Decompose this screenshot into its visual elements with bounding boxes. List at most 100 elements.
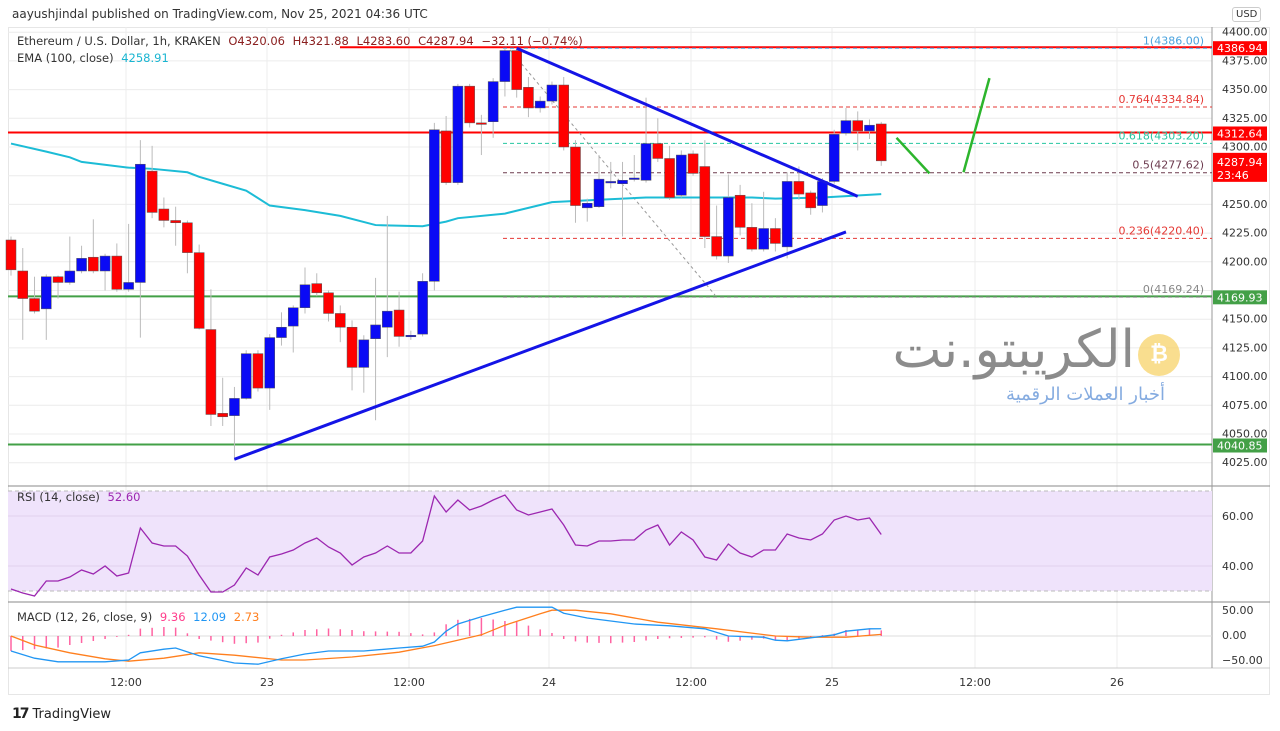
candle-34 <box>405 335 417 338</box>
candle-46 <box>546 84 558 102</box>
candle-68 <box>805 192 816 209</box>
projection-arrow <box>962 77 991 173</box>
candle-13 <box>158 208 170 221</box>
price-change: −32.11 (−0.74%) <box>481 34 583 48</box>
macd-signal-line <box>10 609 882 662</box>
candle-64 <box>758 228 769 250</box>
level-tag-label: 4040.85 <box>1217 440 1263 453</box>
candle-56 <box>664 158 675 198</box>
candle-20 <box>240 353 252 399</box>
candle-21 <box>252 353 264 389</box>
ema-value: 4258.91 <box>121 51 169 65</box>
price-tick-label: 4300.00 <box>1222 141 1268 154</box>
ohlc-open: O4320.06 <box>228 34 285 48</box>
rsi-tick-label: 60.00 <box>1222 510 1254 523</box>
candle-66 <box>781 181 793 248</box>
time-tick-label: 23 <box>260 676 274 689</box>
level-tag <box>1213 41 1267 56</box>
candle-11 <box>135 163 146 283</box>
candle-33 <box>393 309 405 337</box>
candle-2 <box>29 298 40 312</box>
candle-28 <box>335 313 346 328</box>
candle-38 <box>452 85 464 183</box>
candle-62 <box>734 194 746 228</box>
price-tick-label: 4075.00 <box>1222 399 1268 412</box>
time-tick-label: 12:00 <box>393 676 425 689</box>
candle-73 <box>864 124 875 132</box>
trendline-ascending <box>233 230 847 461</box>
price-tick-label: 4325.00 <box>1222 112 1268 125</box>
currency-badge[interactable]: USD <box>1232 7 1262 22</box>
candle-57 <box>676 154 687 196</box>
candle-55 <box>652 143 664 159</box>
candle-23 <box>276 326 287 338</box>
time-tick-label: 26 <box>1110 676 1124 689</box>
candle-1 <box>17 270 29 299</box>
candle-4 <box>52 276 64 283</box>
time-tick-label: 12:00 <box>675 676 707 689</box>
candle-17 <box>205 329 217 415</box>
rsi-label: RSI (14, close) <box>17 490 100 504</box>
candle-3 <box>41 276 52 310</box>
candle-0 <box>5 239 17 271</box>
level-tag <box>1213 126 1267 141</box>
candle-65 <box>770 228 781 244</box>
price-tick-label: 4250.00 <box>1222 198 1268 211</box>
candle-36 <box>429 129 440 282</box>
tradingview-logo[interactable]: 17 TradingView <box>12 706 111 722</box>
price-tick-label: 4200.00 <box>1222 255 1268 268</box>
ema-label: EMA (100, close) <box>17 51 114 65</box>
candle-42 <box>499 50 511 82</box>
tradingview-brand: TradingView <box>32 706 112 722</box>
macd-signal-value: 2.73 <box>233 610 260 624</box>
candle-72 <box>852 120 863 132</box>
candle-48 <box>570 146 581 206</box>
level-tag-label: 4312.64 <box>1217 127 1263 140</box>
macd-legend: MACD (12, 26, close, 9) 9.36 12.09 2.73 <box>17 610 259 624</box>
price-tick-label: 4375.00 <box>1222 54 1268 67</box>
rsi-value: 52.60 <box>107 490 141 504</box>
level-tag <box>1213 438 1267 453</box>
macd-hist-value: 9.36 <box>159 610 186 624</box>
candle-41 <box>487 81 499 122</box>
fib-label: 0.764(4334.84) <box>1118 93 1204 106</box>
trendline-descending <box>516 46 859 198</box>
price-tick-label: 4225.00 <box>1222 227 1268 240</box>
candle-37 <box>440 130 452 183</box>
candle-8 <box>99 255 111 272</box>
candle-6 <box>76 258 87 272</box>
rsi-legend: RSI (14, close) 52.60 <box>17 490 140 504</box>
candle-52 <box>617 180 628 184</box>
candle-69 <box>817 181 828 206</box>
rsi-tick-label: 40.00 <box>1222 560 1254 573</box>
price-tick-label: 4125.00 <box>1222 341 1268 354</box>
candle-10 <box>123 282 134 290</box>
time-tick-label: 24 <box>542 676 556 689</box>
candle-5 <box>64 270 76 283</box>
candle-47 <box>558 84 569 148</box>
time-tick-label: 12:00 <box>959 676 991 689</box>
price-tick-label: 4150.00 <box>1222 313 1268 326</box>
fib-diagonal <box>509 49 716 296</box>
candle-25 <box>299 284 311 308</box>
level-tag-label: 4386.94 <box>1217 42 1263 55</box>
candle-54 <box>640 143 652 181</box>
candle-35 <box>417 281 428 335</box>
candle-59 <box>699 166 711 237</box>
candle-60 <box>711 236 722 257</box>
symbol-title: Ethereum / U.S. Dollar, 1h, KRAKEN <box>17 34 221 48</box>
ema-100-line <box>10 142 882 228</box>
macd-tick-label: −50.00 <box>1222 654 1263 667</box>
candle-39 <box>464 85 475 124</box>
candle-53 <box>629 177 640 180</box>
candle-44 <box>523 87 534 109</box>
macd-tick-label: 0.00 <box>1222 629 1247 642</box>
rsi-line <box>10 494 882 597</box>
candle-27 <box>323 292 334 314</box>
candle-45 <box>534 100 546 109</box>
candle-24 <box>287 307 299 327</box>
price-tick-label: 4050.00 <box>1222 428 1268 441</box>
macd-line <box>10 606 882 665</box>
ohlc-close: C4287.94 <box>418 34 474 48</box>
